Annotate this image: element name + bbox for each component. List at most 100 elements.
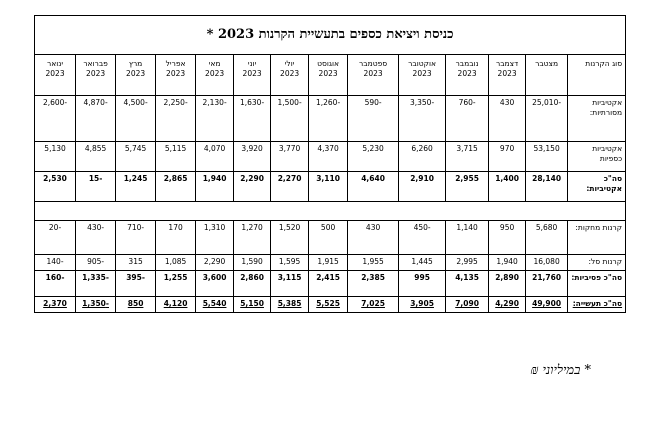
value-cell: -1,350: [75, 296, 117, 313]
row-label-text: אקטיביות כספיות: [592, 144, 623, 163]
value-cell: 5,385: [270, 296, 310, 313]
cell-value: 4,290: [495, 299, 519, 308]
value-cell: 2,995: [445, 254, 490, 271]
value-cell: -140: [33, 254, 77, 271]
value-cell: 7,025: [347, 296, 400, 313]
value-cell: 430: [488, 95, 527, 142]
footnote: * במיליוני ₪: [530, 363, 592, 378]
cell-value: 21,760: [532, 273, 562, 282]
data-row: אקטיביות מסורתיות: -25,010 430 -760 -3,350 -5…: [33, 95, 627, 142]
header-text: יולי: [284, 59, 295, 68]
column-header: סוג הקרנות: [567, 54, 627, 96]
data-row: סה"כ אקטיביות: 28,140 1,400 2,955 2,910 4,640…: [33, 171, 627, 202]
row-label: קרנות מחקות:: [567, 220, 627, 255]
value-cell: 1,140: [445, 220, 490, 255]
cell-value: 1,940: [202, 174, 227, 183]
header-year: 2023: [318, 69, 338, 78]
cell-value: 1,255: [163, 273, 188, 282]
cell-value: 970: [499, 144, 515, 153]
row-label: אקטיביות כספיות: [567, 141, 627, 172]
cell-value: 5,385: [277, 299, 302, 308]
cell-value: 1,270: [241, 223, 263, 232]
header-text: ספטמבר: [359, 59, 388, 68]
value-cell: 1,270: [233, 220, 272, 255]
column-header: נובמבר 2023: [445, 54, 490, 96]
cell-value: 7,025: [361, 299, 385, 308]
header-text: אוגוסט: [317, 59, 340, 68]
cell-value: 3,115: [277, 273, 302, 282]
cell-value: 1,595: [278, 257, 301, 266]
value-cell: -450: [398, 220, 447, 255]
value-cell: 970: [488, 141, 527, 172]
header-year: 2023: [86, 69, 106, 78]
value-cell: -4,500: [115, 95, 157, 142]
value-cell: 950: [488, 220, 527, 255]
cell-value: -1,350: [82, 299, 110, 308]
header-year: 2023: [363, 69, 383, 78]
header-year: 2023: [166, 69, 186, 78]
value-cell: 1,255: [155, 270, 197, 297]
cell-value: -2,130: [202, 98, 227, 107]
value-cell: 4,855: [75, 141, 117, 172]
value-cell: -2,250: [155, 95, 197, 142]
value-cell: -15: [75, 171, 117, 202]
cell-value: 1,520: [278, 223, 301, 232]
value-cell: -25,010: [525, 95, 569, 142]
cell-value: 4,070: [203, 144, 226, 153]
value-cell: 4,290: [488, 296, 527, 313]
cell-value: 430: [499, 98, 515, 107]
value-cell: 4,370: [308, 141, 349, 172]
value-cell: -2,600: [33, 95, 77, 142]
value-cell: 5,680: [525, 220, 569, 255]
value-cell: 4,135: [445, 270, 490, 297]
value-cell: 850: [115, 296, 157, 313]
cell-value: -590: [364, 98, 382, 107]
cell-value: -160: [45, 273, 65, 282]
cell-value: 2,415: [316, 273, 340, 282]
table-title: כניסת ויציאת כספים בתעשיית הקרנות 2023 *: [33, 15, 627, 55]
cell-value: 5,745: [124, 144, 147, 153]
value-cell: 4,640: [347, 171, 400, 202]
column-header: מאי 2023: [195, 54, 235, 96]
value-cell: 1,940: [195, 171, 235, 202]
value-cell: 1,085: [155, 254, 197, 271]
column-header: ינואר 2023: [33, 54, 77, 96]
cell-value: -3,350: [409, 98, 435, 107]
cell-value: 2,955: [455, 174, 479, 183]
cell-value: 4,855: [84, 144, 107, 153]
cell-value: -905: [87, 257, 105, 266]
cell-value: 1,915: [317, 257, 339, 266]
value-cell: 2,290: [195, 254, 235, 271]
cell-value: 2,860: [240, 273, 264, 282]
cell-value: 500: [320, 223, 336, 232]
header-row: סוג הקרנות מצטבר דצמבר 2023 נובמבר 2023 אוקטוב…: [33, 54, 627, 96]
cell-value: 4,120: [163, 299, 188, 308]
value-cell: -3,350: [398, 95, 447, 142]
value-cell: 2,270: [270, 171, 310, 202]
cell-value: 2,370: [43, 299, 67, 308]
value-cell: 5,525: [308, 296, 349, 313]
cell-value: -1,335: [82, 273, 110, 282]
header-year: 2023: [126, 69, 146, 78]
value-cell: 6,260: [398, 141, 447, 172]
value-cell: 2,865: [155, 171, 197, 202]
value-cell: 5,540: [195, 296, 235, 313]
value-cell: 1,940: [488, 254, 527, 271]
cell-value: 3,920: [241, 144, 263, 153]
value-cell: 3,770: [270, 141, 310, 172]
header-year: 2023: [280, 69, 300, 78]
value-cell: 3,115: [270, 270, 310, 297]
cell-value: 1,940: [496, 257, 518, 266]
value-cell: -760: [445, 95, 490, 142]
value-cell: 430: [347, 220, 400, 255]
value-cell: 16,080: [525, 254, 569, 271]
column-header: פברואר 2023: [75, 54, 117, 96]
cell-value: -430: [87, 223, 105, 232]
value-cell: 2,890: [488, 270, 527, 297]
value-cell: 5,150: [233, 296, 272, 313]
value-cell: 315: [115, 254, 157, 271]
title-row: כניסת ויציאת כספים בתעשיית הקרנות 2023 *: [33, 15, 627, 55]
header-year: 2023: [497, 69, 517, 78]
cell-value: 4,370: [317, 144, 339, 153]
value-cell: 49,900: [525, 296, 569, 313]
